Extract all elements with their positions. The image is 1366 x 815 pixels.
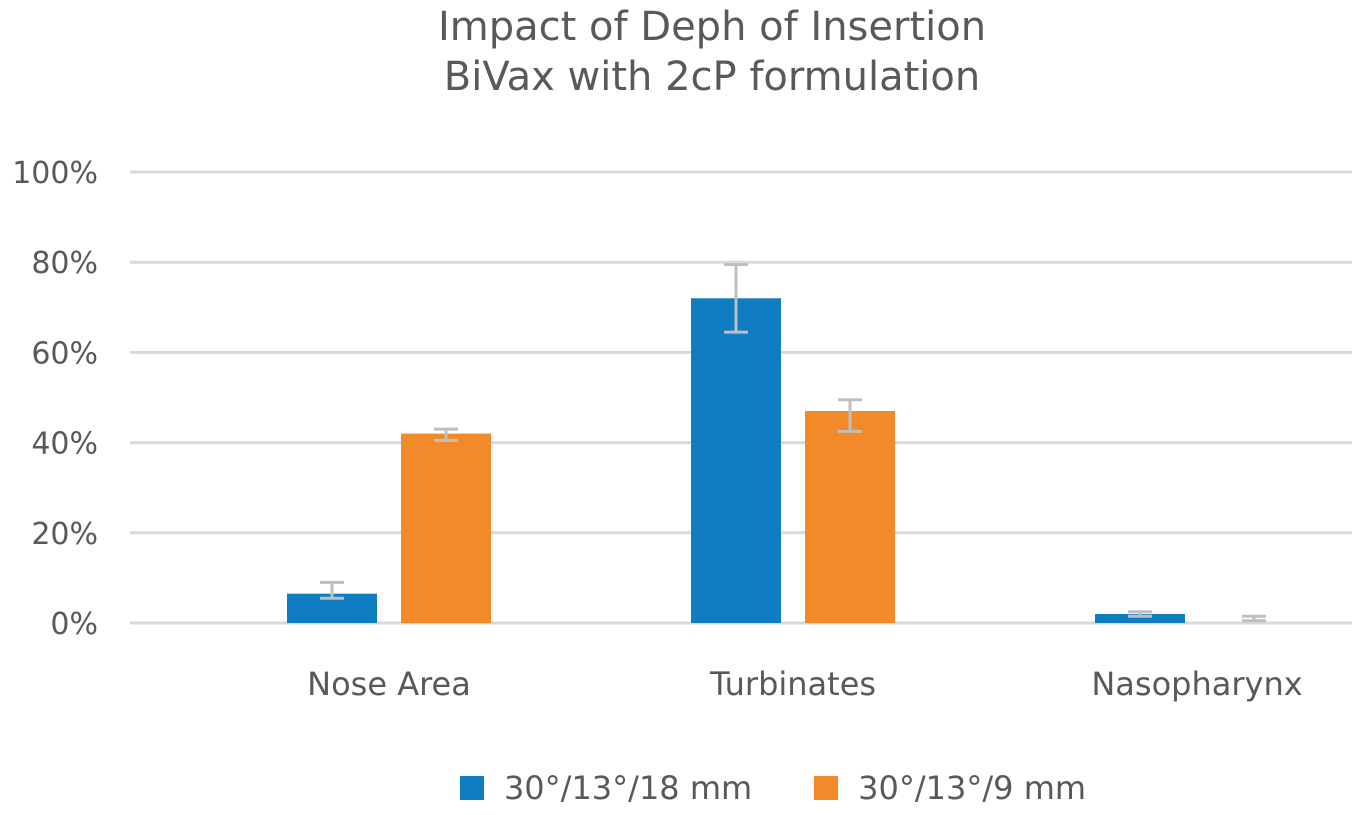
legend-label-series-2: 30°/13°/9 mm [858, 769, 1087, 807]
x-category-label-nasopharynx: Nasopharynx [1091, 665, 1302, 703]
y-tick-label-100: 100% [12, 156, 98, 191]
legend-label-series-1: 30°/13°/18 mm [503, 769, 753, 807]
bar-series-1-nasopharynx [1095, 613, 1185, 623]
x-category-label-nose-area: Nose Area [307, 665, 471, 703]
bar-series-2-nose-area [401, 433, 491, 623]
chart-title-line-2: BiVax with 2cP formulation [443, 54, 981, 100]
y-tick-label-80: 80% [31, 246, 98, 281]
y-tick-label-0: 0% [50, 607, 98, 642]
y-tick-label-60: 60% [31, 336, 98, 371]
y-tick-label-20: 20% [31, 517, 98, 552]
legend-item-series-1: 30°/13°/18 mm [459, 768, 753, 808]
bar-series-1-turbinates [691, 298, 781, 623]
chart-title-line-1: Impact of Deph of Insertion [437, 4, 987, 50]
y-tick-label-40: 40% [31, 427, 98, 462]
chart-title: Impact of Deph of Insertion BiVax with 2… [0, 2, 1366, 102]
chart-legend: 30°/13°/18 mm 30°/13°/9 mm [0, 768, 1366, 808]
x-category-label-turbinates: Turbinates [709, 665, 876, 703]
bar-series-2-turbinates [805, 411, 895, 623]
legend-swatch-series-2 [814, 776, 839, 800]
legend-swatch-series-1 [459, 776, 484, 800]
legend-item-series-2: 30°/13°/9 mm [814, 768, 1086, 808]
